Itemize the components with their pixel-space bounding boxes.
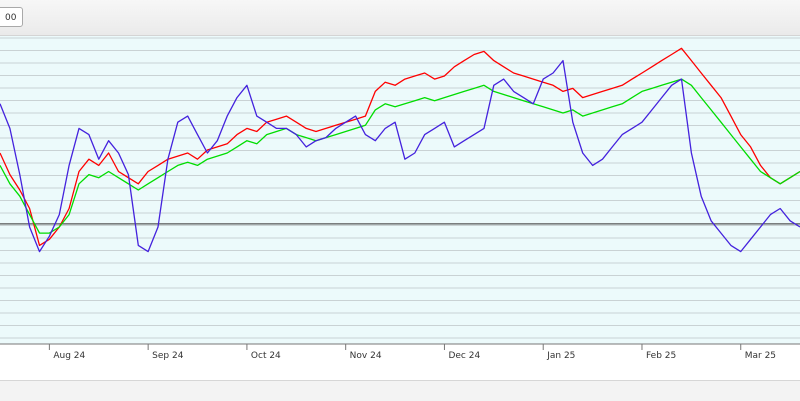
x-tick-label: Sep 24 [152, 351, 184, 361]
x-tick-label: Oct 24 [251, 351, 281, 361]
x-tick-label: Feb 25 [646, 351, 676, 361]
x-tick-label: Aug 24 [53, 351, 85, 361]
series-lines [0, 47, 800, 253]
plot-background [0, 36, 800, 344]
series-line-2 [0, 78, 800, 234]
x-tick-label: Nov 24 [350, 351, 382, 361]
chart-toolbar: 00 [0, 0, 800, 36]
x-tick-label: Dec 24 [448, 351, 480, 361]
range-selector-button[interactable]: 00 [0, 7, 24, 27]
gridlines [0, 37, 800, 339]
x-axis-ticks: Aug 24 Sep 24 Oct 24 Nov 24 Dec 24 Jan 25 Feb … [48, 344, 776, 361]
x-tick-label: Mar 25 [745, 351, 776, 361]
series-line-1 [0, 47, 800, 247]
navigator-strip [0, 380, 800, 401]
series-line-3 [0, 59, 800, 253]
x-tick-label: Jan 25 [546, 351, 575, 361]
line-chart: Aug 24 Sep 24 Oct 24 Nov 24 Dec 24 Jan 25 Feb … [0, 36, 800, 361]
